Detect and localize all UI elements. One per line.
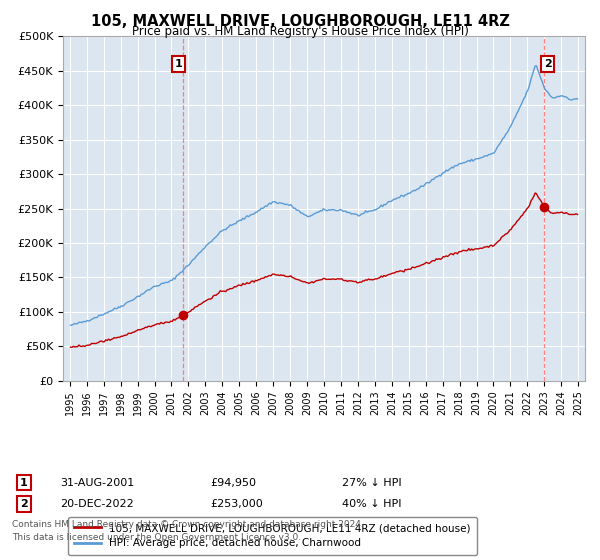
Legend: 105, MAXWELL DRIVE, LOUGHBOROUGH, LE11 4RZ (detached house), HPI: Average price,: 105, MAXWELL DRIVE, LOUGHBOROUGH, LE11 4…	[68, 517, 476, 554]
Text: This data is licensed under the Open Government Licence v3.0.: This data is licensed under the Open Gov…	[12, 533, 301, 542]
Text: 105, MAXWELL DRIVE, LOUGHBOROUGH, LE11 4RZ: 105, MAXWELL DRIVE, LOUGHBOROUGH, LE11 4…	[91, 14, 509, 29]
Text: £253,000: £253,000	[210, 499, 263, 509]
Text: 1: 1	[175, 59, 182, 69]
Text: 31-AUG-2001: 31-AUG-2001	[60, 478, 134, 488]
Text: £94,950: £94,950	[210, 478, 256, 488]
Text: 2: 2	[20, 499, 28, 509]
Text: 2: 2	[544, 59, 551, 69]
Text: 20-DEC-2022: 20-DEC-2022	[60, 499, 134, 509]
Text: 40% ↓ HPI: 40% ↓ HPI	[342, 499, 401, 509]
Text: Price paid vs. HM Land Registry's House Price Index (HPI): Price paid vs. HM Land Registry's House …	[131, 25, 469, 38]
Text: 27% ↓ HPI: 27% ↓ HPI	[342, 478, 401, 488]
Text: 1: 1	[20, 478, 28, 488]
Text: Contains HM Land Registry data © Crown copyright and database right 2024.: Contains HM Land Registry data © Crown c…	[12, 520, 364, 529]
